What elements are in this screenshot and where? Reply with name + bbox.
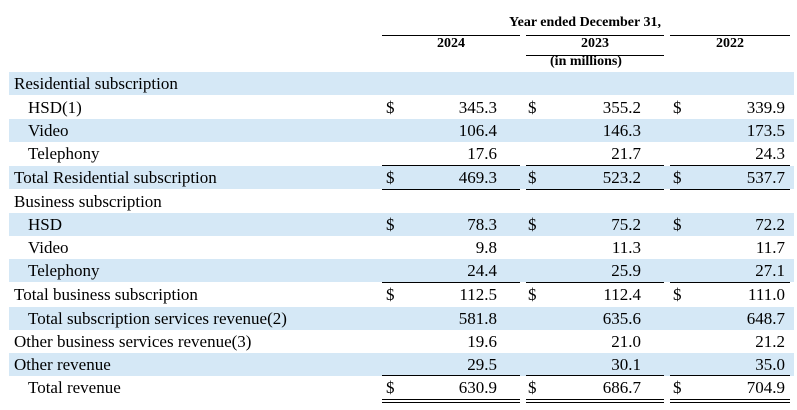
row-label: Total subscription services revenue(2) (28, 309, 287, 328)
row-label: Telephony (28, 261, 100, 280)
value-cell: 648.7 (746, 309, 785, 328)
rule (382, 189, 520, 190)
value-cell: 21.0 (611, 332, 641, 351)
row-label: Residential subscription (14, 74, 178, 93)
value-cell: 21.2 (755, 332, 785, 351)
row-label: Total business subscription (14, 285, 198, 304)
value-cell: 345.3 (458, 98, 497, 117)
value-cell: 581.8 (458, 309, 497, 328)
rule (670, 165, 790, 166)
value-cell: 339.9 (746, 98, 785, 117)
rule (670, 375, 790, 376)
table-row: Video 106.4 146.3 173.5 (9, 119, 794, 142)
table-row: Video 9.8 11.3 11.7 (9, 236, 794, 259)
rule (526, 189, 664, 190)
row-label: Total Residential subscription (14, 168, 217, 187)
value-cell: 635.6 (602, 309, 641, 328)
currency-symbol: $ (673, 215, 682, 234)
unit-note: (in millions) (550, 54, 622, 69)
value-cell: 111.0 (748, 285, 785, 304)
value-cell: 19.6 (467, 332, 497, 351)
value-cell: 686.7 (602, 378, 641, 397)
row-label: Video (28, 121, 69, 140)
value-cell: 29.5 (467, 355, 497, 374)
currency-symbol: $ (528, 378, 537, 397)
table-row: Business subscription (9, 190, 794, 213)
value-cell: 11.3 (611, 238, 641, 257)
table-row: Total Residential subscription $469.3 $523… (9, 166, 794, 189)
currency-symbol: $ (528, 98, 537, 117)
rule (670, 189, 790, 190)
rule (382, 375, 520, 376)
rule (382, 282, 520, 283)
rule (382, 165, 520, 166)
row-label: Telephony (28, 144, 100, 163)
value-cell: 537.7 (746, 168, 785, 187)
value-cell: 469.3 (458, 168, 497, 187)
table-row: Residential subscription (9, 72, 794, 95)
table-row: HSD(1) $345.3 $355.2 $339.9 (9, 96, 794, 119)
period-header: Year ended December 31, (509, 15, 661, 30)
value-cell: 523.2 (602, 168, 641, 187)
row-label: Total revenue (28, 378, 121, 397)
value-cell: 30.1 (611, 355, 641, 374)
table-row: Total business subscription $112.5 $112.4 $… (9, 283, 794, 306)
rule (670, 282, 790, 283)
value-cell: 72.2 (755, 215, 785, 234)
value-cell: 24.4 (467, 261, 497, 280)
value-cell: 704.9 (746, 378, 785, 397)
rule (526, 282, 664, 283)
currency-symbol: $ (386, 168, 395, 187)
currency-symbol: $ (386, 215, 395, 234)
currency-symbol: $ (673, 168, 682, 187)
value-cell: 17.6 (467, 144, 497, 163)
rule (526, 165, 664, 166)
value-cell: 78.3 (467, 215, 497, 234)
value-cell: 75.2 (611, 215, 641, 234)
row-label: HSD (28, 215, 63, 234)
value-cell: 25.9 (611, 261, 641, 280)
table-row: Total revenue $630.9 $686.7 $704.9 (9, 376, 794, 399)
currency-symbol: $ (673, 285, 682, 304)
currency-symbol: $ (386, 285, 395, 304)
double-rule (670, 399, 790, 403)
double-rule (526, 399, 664, 403)
row-label: Other business services revenue(3) (14, 332, 252, 351)
value-cell: 11.7 (755, 238, 785, 257)
value-cell: 9.8 (475, 238, 497, 257)
double-rule (382, 399, 520, 403)
value-cell: 630.9 (458, 378, 497, 397)
row-label: Business subscription (14, 192, 162, 211)
value-cell: 112.5 (459, 285, 497, 304)
year-header-2022: 2022 (670, 35, 790, 55)
table-row: Other revenue 29.5 30.1 35.0 (9, 353, 794, 376)
currency-symbol: $ (528, 215, 537, 234)
table-row: Telephony 24.4 25.9 27.1 (9, 259, 794, 282)
year-header-2024: 2024 (382, 35, 520, 55)
value-cell: 35.0 (755, 355, 785, 374)
value-cell: 21.7 (611, 144, 641, 163)
currency-symbol: $ (528, 168, 537, 187)
row-label: HSD(1) (28, 98, 82, 117)
value-cell: 24.3 (755, 144, 785, 163)
currency-symbol: $ (673, 98, 682, 117)
currency-symbol: $ (673, 378, 682, 397)
year-header-2023: 2023 (526, 35, 664, 56)
table-row: Other business services revenue(3) 19.6 21… (9, 330, 794, 353)
value-cell: 27.1 (755, 261, 785, 280)
table-row: HSD $78.3 $75.2 $72.2 (9, 213, 794, 236)
table-row: Total subscription services revenue(2) 58… (9, 307, 794, 330)
value-cell: 173.5 (746, 121, 785, 140)
value-cell: 112.4 (603, 285, 641, 304)
value-cell: 146.3 (602, 121, 641, 140)
currency-symbol: $ (386, 378, 395, 397)
row-label: Other revenue (14, 355, 111, 374)
currency-symbol: $ (386, 98, 395, 117)
table-row: Telephony 17.6 21.7 24.3 (9, 142, 794, 165)
value-cell: 355.2 (602, 98, 641, 117)
rule (526, 375, 664, 376)
row-label: Video (28, 238, 69, 257)
value-cell: 106.4 (458, 121, 497, 140)
currency-symbol: $ (528, 285, 537, 304)
